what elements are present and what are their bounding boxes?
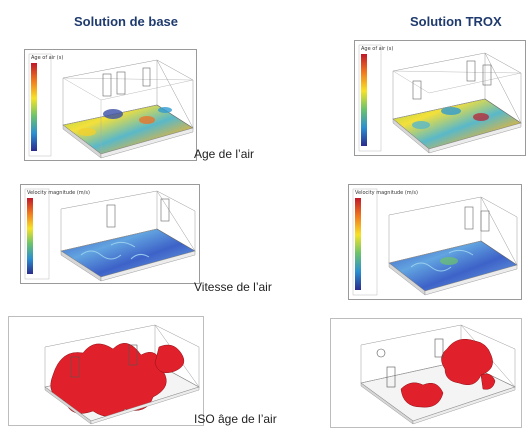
iso-row-label: ISO âge de l’air xyxy=(194,412,277,426)
age-base-color-scale xyxy=(31,63,37,151)
iso-trox-surfaces xyxy=(400,339,496,408)
left-column-title: Solution de base xyxy=(74,14,179,29)
iso-base-panel xyxy=(8,316,204,426)
age-trox-color-scale xyxy=(361,54,367,146)
iso-base-surfaces xyxy=(50,343,185,417)
speed-base-legend-title: Velocity magnitude (m/s) xyxy=(27,190,90,196)
iso-trox-panel xyxy=(330,318,522,428)
speed-trox-legend-title: Velocity magnitude (m/s) xyxy=(355,190,418,196)
speed-base-color-scale xyxy=(27,198,33,274)
age-trox-panel: Age of air (s) xyxy=(354,40,526,156)
speed-row-label: Vitesse de l’air xyxy=(194,280,272,294)
speed-trox-panel: Velocity magnitude (m/s) xyxy=(348,184,522,300)
age-base-figure: Age of air (s) xyxy=(28,53,194,159)
age-base-panel: Age of air (s) xyxy=(24,49,197,161)
age-row-label: Age de l’air xyxy=(194,147,255,161)
speed-trox-figure: Velocity magnitude (m/s) xyxy=(352,188,518,296)
speed-trox-color-scale xyxy=(355,198,361,290)
iso-trox-figure xyxy=(360,324,516,425)
speed-base-figure: Velocity magnitude (m/s) xyxy=(24,188,196,282)
age-trox-figure: Age of air (s) xyxy=(358,44,522,154)
speed-base-panel: Velocity magnitude (m/s) xyxy=(20,184,200,284)
age-base-legend-title: Age of air (s) xyxy=(31,55,63,61)
iso-base-figure xyxy=(44,324,200,425)
right-column-title: Solution TROX xyxy=(410,14,502,29)
age-trox-legend-title: Age of air (s) xyxy=(361,46,393,52)
